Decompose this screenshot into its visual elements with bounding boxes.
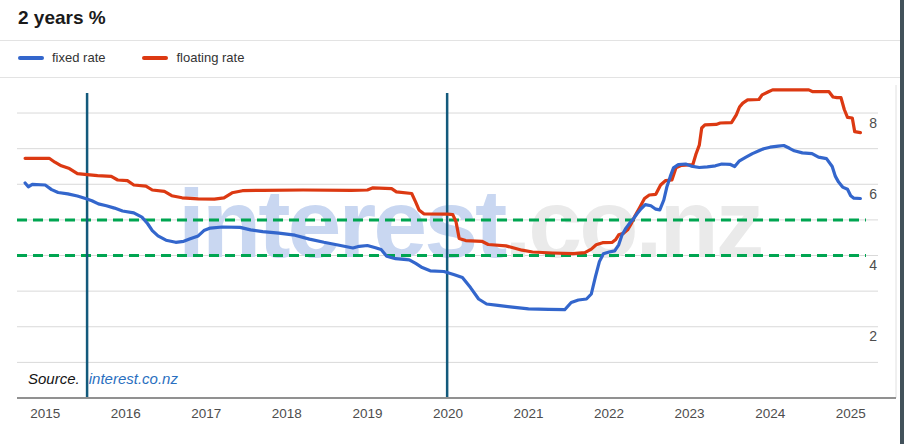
y-tick-label-4: 4 <box>869 257 877 273</box>
right-edge-strip <box>900 0 904 444</box>
watermark-interest-co-nz: interest.co.nz <box>178 169 761 278</box>
source-label: Source. <box>28 370 80 387</box>
source-link[interactable]: interest.co.nz <box>89 370 178 387</box>
x-tick-label-2015: 2015 <box>30 406 60 421</box>
y-tick-label-2: 2 <box>869 328 877 344</box>
x-tick-label-2021: 2021 <box>513 406 543 421</box>
x-tick-label-2019: 2019 <box>352 406 382 421</box>
source-line: Source. interest.co.nz <box>28 370 178 387</box>
x-tick-label-2025: 2025 <box>836 406 866 421</box>
x-tick-label-2022: 2022 <box>594 406 624 421</box>
x-tick-label-2023: 2023 <box>675 406 705 421</box>
x-tick-label-2017: 2017 <box>191 406 221 421</box>
x-tick-label-2018: 2018 <box>272 406 302 421</box>
x-tick-label-2024: 2024 <box>755 406 786 421</box>
chart-panel: 2 years % fixed rate floating rate inter… <box>0 0 904 444</box>
y-tick-label-6: 6 <box>869 186 877 202</box>
x-tick-label-2016: 2016 <box>111 406 141 421</box>
x-tick-label-2020: 2020 <box>433 406 463 421</box>
y-tick-label-8: 8 <box>869 115 877 131</box>
